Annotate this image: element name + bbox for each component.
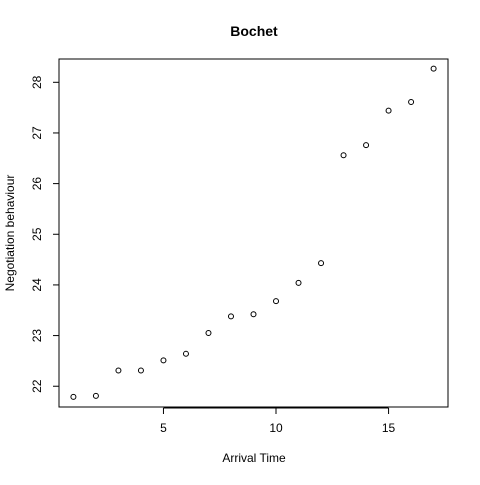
data-point <box>70 393 77 400</box>
data-point <box>340 152 347 159</box>
y-tick-label: 24 <box>30 278 44 292</box>
x-axis: 5 10 15 <box>160 407 396 435</box>
data-point <box>182 350 189 357</box>
y-tick-label: 28 <box>30 75 44 89</box>
data-points <box>70 65 437 400</box>
data-point <box>273 298 280 305</box>
x-axis-label: Arrival Time <box>222 451 286 465</box>
y-tick-label: 27 <box>30 126 44 140</box>
y-tick-label: 25 <box>30 227 44 241</box>
data-point <box>250 311 257 318</box>
x-tick-label: 5 <box>160 421 167 435</box>
y-axis: 22 23 24 25 26 27 28 <box>30 75 60 393</box>
data-point <box>227 313 234 320</box>
data-point <box>137 367 144 374</box>
y-axis-label: Negotiation behaviour <box>3 175 17 292</box>
y-tick-label: 26 <box>30 177 44 191</box>
data-point <box>160 357 167 364</box>
data-point <box>318 260 325 267</box>
x-tick-label: 15 <box>382 421 396 435</box>
data-point <box>430 65 437 72</box>
data-point <box>295 279 302 286</box>
y-tick-label: 22 <box>30 379 44 393</box>
y-tick-label: 23 <box>30 329 44 343</box>
x-tick-label: 10 <box>269 421 283 435</box>
plot-frame <box>58 58 449 408</box>
data-point <box>205 330 212 337</box>
data-point <box>385 107 392 114</box>
data-point <box>115 367 122 374</box>
data-point <box>92 392 99 399</box>
chart-title: Bochet <box>230 23 278 39</box>
data-point <box>408 99 415 106</box>
data-point <box>363 142 370 149</box>
